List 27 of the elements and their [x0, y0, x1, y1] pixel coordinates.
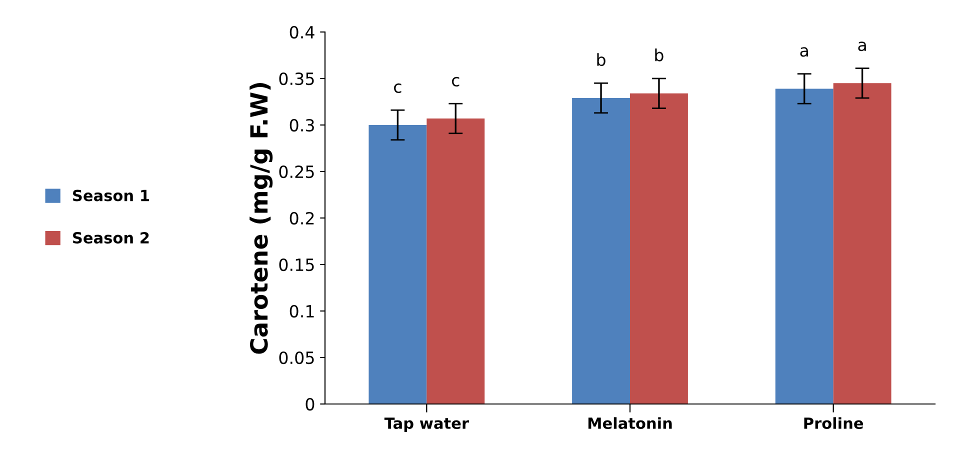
- bar: [775, 88, 834, 404]
- y-tick-label: 0.05: [279, 351, 314, 364]
- annotation: b: [597, 53, 606, 66]
- bar: [368, 125, 427, 404]
- annotation: c: [394, 83, 402, 93]
- legend-label: Season 2: [73, 232, 149, 244]
- bar: [426, 118, 485, 404]
- y-tick-label: 0.1: [290, 304, 314, 318]
- annotation: a: [800, 47, 808, 57]
- legend-label: Season 1: [73, 190, 149, 202]
- y-tick-label: 0.15: [279, 258, 314, 272]
- bar: [572, 98, 630, 404]
- x-tick-label: Tap water: [384, 418, 469, 432]
- y-tick-label: 0.25: [279, 165, 314, 178]
- y-axis-title: Carotene (mg/g F.W): [250, 83, 273, 354]
- y-tick-label: 0.2: [290, 212, 314, 225]
- bar: [630, 93, 688, 404]
- y-tick-label: 0.3: [290, 118, 314, 132]
- x-tick-label: Proline: [804, 417, 864, 430]
- annotation: b: [655, 48, 664, 62]
- annotation: c: [452, 76, 460, 86]
- bar: [833, 83, 892, 404]
- y-tick-label: 0.35: [279, 72, 314, 86]
- y-tick-label: 0.4: [290, 26, 314, 39]
- y-tick-label: 0: [306, 398, 314, 411]
- annotation: a: [858, 42, 866, 52]
- x-tick-label: Melatonin: [588, 417, 672, 430]
